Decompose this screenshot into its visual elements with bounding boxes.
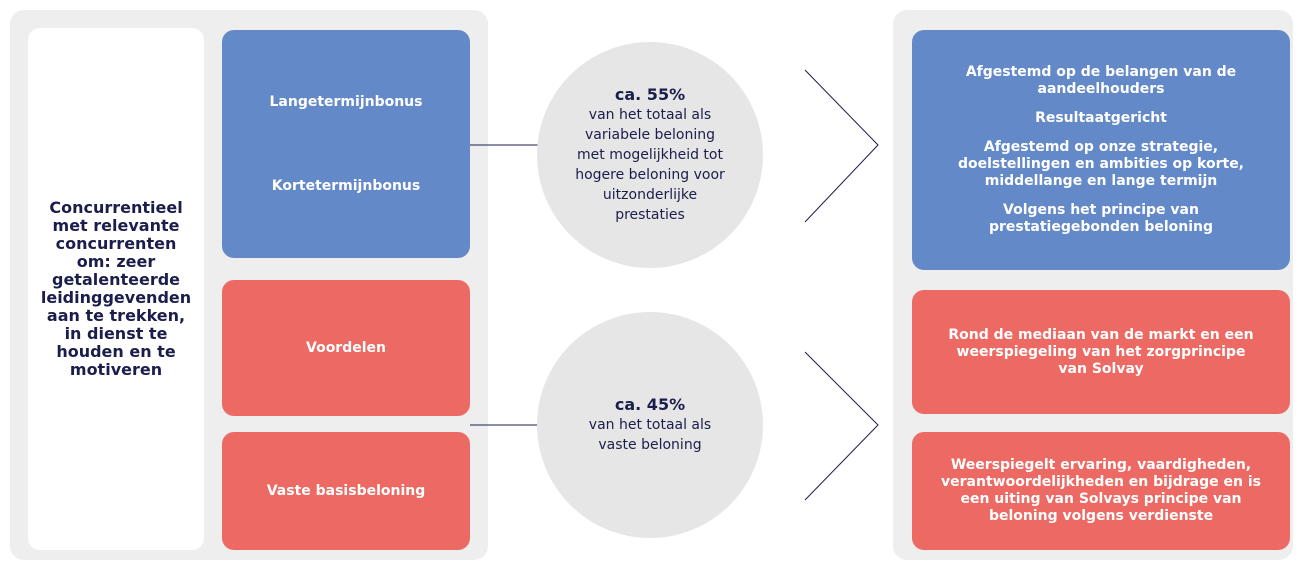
share: ca. 55% xyxy=(614,85,686,104)
goal: Resultaatgericht xyxy=(1035,110,1167,126)
goal: Afgestemd op onze strategie, doelstellin… xyxy=(957,139,1245,189)
base-label: Vaste basisbeloning xyxy=(266,482,426,499)
base-box: Vaste basisbeloning xyxy=(222,432,470,550)
share: ca. 45% xyxy=(614,395,686,414)
long-term-label: Langetermijnbonus xyxy=(269,93,423,110)
goal: Volgens het principe van prestatiegebond… xyxy=(988,202,1214,235)
share-text: van het totaal als variabele beloning me… xyxy=(575,107,725,223)
summary-text: Concurrentieel met relevante concurrente… xyxy=(40,198,192,379)
goal: Rond de mediaan van de markt en een weer… xyxy=(948,326,1254,377)
summary-box: Concurrentieel met relevante concurrente… xyxy=(28,28,204,550)
chevron xyxy=(804,351,879,501)
fixed-circle: ca. 45% van het totaal als vaste belonin… xyxy=(537,312,763,538)
benefits-goal-box: Rond de mediaan van de markt en een weer… xyxy=(912,290,1290,414)
goal: Afgestemd op de belangen van de aandeelh… xyxy=(965,64,1237,97)
short-term-label: Kortetermijnbonus xyxy=(271,177,421,194)
benefits-label: Voordelen xyxy=(306,339,386,356)
base-goal-box: Weerspiegelt ervaring, vaardigheden, ver… xyxy=(912,432,1290,550)
share-text: van het totaal als vaste beloning xyxy=(588,417,712,453)
variable-circle: ca. 55% van het totaal als variabele bel… xyxy=(537,42,763,268)
variable-goals-box: Afgestemd op de belangen van de aandeelh… xyxy=(912,30,1290,270)
chevron xyxy=(804,69,879,223)
bonus-box: Langetermijnbonus Kortetermijnbonus xyxy=(222,30,470,258)
benefits-box: Voordelen xyxy=(222,280,470,416)
goal: Weerspiegelt ervaring, vaardigheden, ver… xyxy=(941,457,1261,524)
